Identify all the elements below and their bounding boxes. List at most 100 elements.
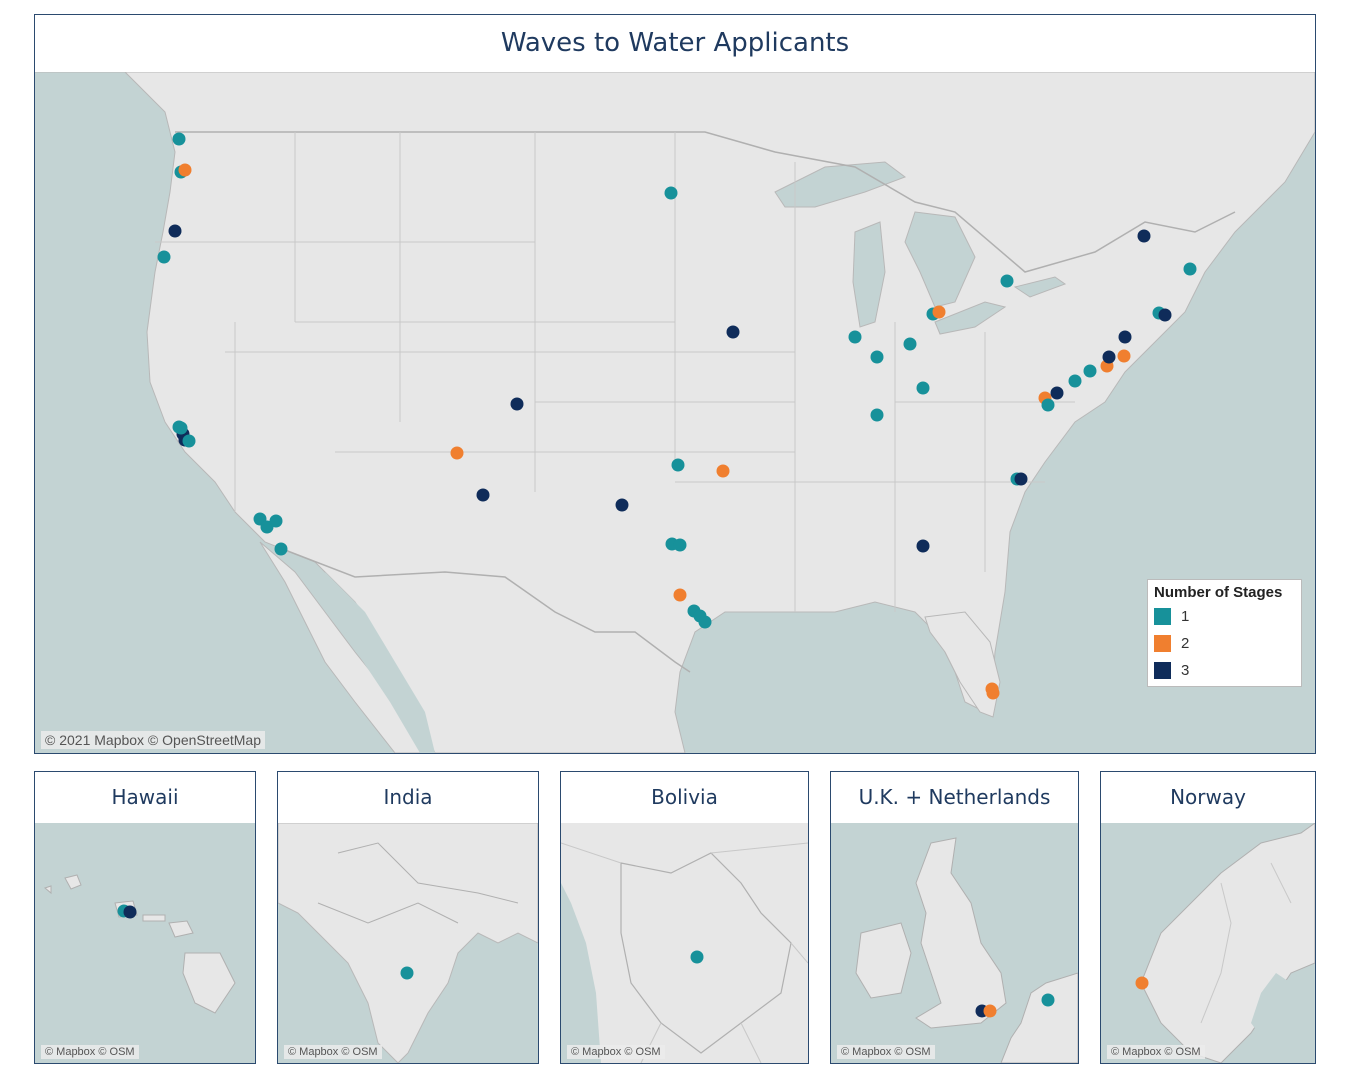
applicant-marker-stage-3[interactable]	[510, 397, 524, 411]
inset-credit-india[interactable]: © Mapbox © OSM	[284, 1045, 382, 1059]
applicant-marker-stage-1[interactable]	[848, 330, 862, 344]
applicant-marker-stage-1[interactable]	[903, 337, 917, 351]
applicant-marker-stage-3[interactable]	[916, 539, 930, 553]
legend-swatch-1	[1154, 608, 1171, 625]
applicant-marker-stage-2[interactable]	[1117, 349, 1131, 363]
pacific-ocean	[561, 883, 601, 1063]
florida-land	[924, 611, 1001, 718]
applicant-marker-stage-3[interactable]	[168, 224, 182, 238]
inset-credit-norway[interactable]: © Mapbox © OSM	[1107, 1045, 1205, 1059]
hawaii-svg	[43, 874, 236, 1014]
applicant-marker-stage-1[interactable]	[916, 381, 930, 395]
applicant-marker-stage-1[interactable]	[157, 250, 171, 264]
applicant-marker-stage-1[interactable]	[870, 408, 884, 422]
india-border	[317, 842, 519, 924]
inset-map-bolivia[interactable]: © Mapbox © OSM	[561, 823, 808, 1063]
applicant-marker-stage-1[interactable]	[1041, 993, 1055, 1007]
applicant-marker-stage-1[interactable]	[172, 132, 186, 146]
island-kauai	[64, 874, 82, 890]
lake-michigan	[852, 221, 886, 328]
main-map[interactable]: © 2021 Mapbox © OpenStreetMap	[35, 72, 1315, 753]
map-credit[interactable]: © 2021 Mapbox © OpenStreetMap	[41, 731, 265, 749]
applicant-marker-stage-3[interactable]	[123, 905, 137, 919]
lake-ontario	[1013, 276, 1067, 298]
inset-india: India © Mapbox © OSM	[277, 771, 539, 1064]
applicant-marker-stage-1[interactable]	[1068, 374, 1082, 388]
legend-item-3[interactable]: 3	[1154, 657, 1295, 684]
applicant-marker-stage-2[interactable]	[932, 305, 946, 319]
island-maui	[168, 920, 194, 938]
applicant-marker-stage-2[interactable]	[986, 686, 1000, 700]
gulf-of-california	[325, 572, 435, 753]
inset-map-norway[interactable]: © Mapbox © OSM	[1101, 823, 1315, 1063]
applicant-marker-stage-1[interactable]	[671, 458, 685, 472]
island-hawaii	[182, 952, 236, 1014]
map-markers	[157, 132, 1197, 700]
applicant-marker-stage-1[interactable]	[174, 421, 188, 435]
scandinavia-borders	[1200, 862, 1292, 1024]
applicant-marker-stage-2[interactable]	[1135, 976, 1149, 990]
uk-svg	[855, 837, 1078, 1063]
legend-swatch-2	[1154, 635, 1171, 652]
applicant-marker-stage-3[interactable]	[1158, 308, 1172, 322]
applicant-marker-stage-3[interactable]	[1118, 330, 1132, 344]
applicant-marker-stage-1[interactable]	[1183, 262, 1197, 276]
applicant-marker-stage-2[interactable]	[983, 1004, 997, 1018]
baltic-sea	[1251, 973, 1291, 1043]
main-map-svg	[35, 72, 1315, 753]
applicant-marker-stage-1[interactable]	[690, 950, 704, 964]
norway-markers	[1135, 976, 1149, 990]
norway-svg	[1135, 823, 1315, 1063]
us-mexico-border	[284, 549, 691, 673]
inset-credit-bolivia[interactable]: © Mapbox © OSM	[567, 1045, 665, 1059]
legend-swatch-3	[1154, 662, 1171, 679]
applicant-marker-stage-2[interactable]	[450, 446, 464, 460]
inset-credit-hawaii[interactable]: © Mapbox © OSM	[41, 1045, 139, 1059]
applicant-marker-stage-1[interactable]	[1000, 274, 1014, 288]
applicant-marker-stage-1[interactable]	[698, 615, 712, 629]
applicant-marker-stage-3[interactable]	[726, 325, 740, 339]
island-molokai	[142, 914, 166, 922]
applicant-marker-stage-3[interactable]	[615, 498, 629, 512]
applicant-marker-stage-2[interactable]	[673, 588, 687, 602]
inset-map-hawaii[interactable]: © Mapbox © OSM	[35, 823, 255, 1063]
continent	[1000, 972, 1078, 1063]
applicant-marker-stage-1[interactable]	[274, 542, 288, 556]
great-britain	[915, 837, 1007, 1029]
applicant-marker-stage-3[interactable]	[1137, 229, 1151, 243]
inset-credit-uk[interactable]: © Mapbox © OSM	[837, 1045, 935, 1059]
applicant-marker-stage-1[interactable]	[664, 186, 678, 200]
neighbor-borders	[561, 842, 808, 1063]
applicant-marker-stage-1[interactable]	[400, 966, 414, 980]
baja-land	[259, 541, 426, 753]
inset-title-india: India	[278, 772, 538, 824]
legend-item-2[interactable]: 2	[1154, 630, 1295, 657]
applicant-marker-stage-2[interactable]	[178, 163, 192, 177]
applicant-marker-stage-1[interactable]	[673, 538, 687, 552]
inset-map-uk[interactable]: © Mapbox © OSM	[831, 823, 1078, 1063]
hawaii-markers	[117, 904, 137, 919]
bolivia-border	[620, 852, 792, 1054]
applicant-marker-stage-3[interactable]	[1102, 350, 1116, 364]
inset-norway: Norway © Mapbox © OSM	[1100, 771, 1316, 1064]
inset-map-india[interactable]: © Mapbox © OSM	[278, 823, 538, 1063]
inset-hawaii: Hawaii © Mapbox © OSM	[34, 771, 256, 1064]
applicant-marker-stage-1[interactable]	[870, 350, 884, 364]
legend-title: Number of Stages	[1154, 584, 1283, 601]
main-map-panel: Waves to Water Applicants	[34, 14, 1316, 754]
applicant-marker-stage-1[interactable]	[182, 434, 196, 448]
applicant-marker-stage-3[interactable]	[1014, 472, 1028, 486]
applicant-marker-stage-1[interactable]	[1083, 364, 1097, 378]
applicant-marker-stage-1[interactable]	[269, 514, 283, 528]
lake-erie	[934, 301, 1007, 335]
india-svg	[278, 823, 538, 1063]
legend-item-1[interactable]: 1	[1154, 603, 1295, 630]
india-region-land	[278, 823, 538, 1063]
inset-title-norway: Norway	[1101, 772, 1315, 824]
applicant-marker-stage-3[interactable]	[1050, 386, 1064, 400]
applicant-marker-stage-2[interactable]	[716, 464, 730, 478]
applicant-marker-stage-1[interactable]	[1041, 398, 1055, 412]
inset-bolivia: Bolivia © Mapbox © OSM	[560, 771, 809, 1064]
applicant-marker-stage-3[interactable]	[476, 488, 490, 502]
us-canada-border	[175, 131, 1236, 273]
